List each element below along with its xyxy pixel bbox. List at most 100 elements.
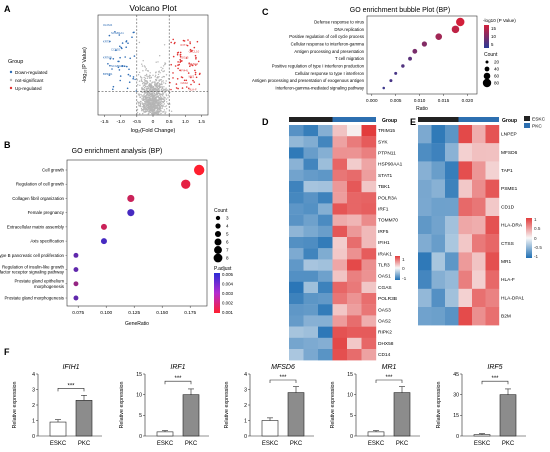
heatmap-cell xyxy=(289,181,304,193)
volcano-point xyxy=(138,41,141,44)
volcano-point-down xyxy=(119,75,122,77)
volcano-point xyxy=(143,86,146,89)
heatmap-d-scale-hi: 1 xyxy=(402,257,405,263)
volcano-point-down xyxy=(127,42,129,44)
heatmap-cell xyxy=(303,281,319,294)
bar-ytick-label: 0 xyxy=(244,434,247,440)
volcano-point xyxy=(155,91,158,93)
heatmap-cell xyxy=(472,270,486,289)
heatmap-cell xyxy=(289,203,304,215)
volcano-point xyxy=(160,107,162,110)
volcano-point xyxy=(146,91,148,93)
volcano-point xyxy=(153,112,155,114)
volcano-point xyxy=(156,95,159,98)
volcano-gene-label: SCGB3A1 xyxy=(111,64,124,68)
go-b-term-label: Type B pancreatic cell proliferation xyxy=(0,253,65,258)
volcano-point xyxy=(148,94,150,97)
volcano-point xyxy=(158,94,161,96)
heatmap-cell xyxy=(472,179,486,198)
volcano-point-down xyxy=(118,60,120,63)
volcano-point xyxy=(142,88,144,91)
go-c-count-legend: 20 40 60 80 xyxy=(482,60,500,88)
heatmap-cell xyxy=(303,158,319,170)
volcano-point xyxy=(145,97,147,99)
heatmap-cell xyxy=(332,203,348,215)
volcano-point xyxy=(153,87,156,90)
heatmap-cell xyxy=(332,158,348,170)
heatmap-cell xyxy=(318,281,333,294)
go-c-term-label: Cellular response to interferon-gamma xyxy=(291,42,365,47)
volcano-point-down xyxy=(128,81,131,83)
heatmap-cell xyxy=(289,270,304,282)
heatmap-cell xyxy=(418,161,432,180)
volcano-point-up xyxy=(180,76,183,78)
volcano-point xyxy=(144,74,146,77)
volcano-point xyxy=(143,65,146,67)
volcano-point xyxy=(162,111,164,113)
heatmap-cell xyxy=(289,158,304,170)
volcano-point-up xyxy=(189,65,191,67)
volcano-point xyxy=(147,75,149,78)
heatmap-group-cell xyxy=(361,117,376,122)
volcano-gene-label: MX1 xyxy=(189,75,195,79)
heatmap-cell xyxy=(303,225,319,238)
volcano-point-up xyxy=(179,55,182,58)
volcano-point-up xyxy=(189,41,191,43)
volcano-point xyxy=(164,91,166,94)
volcano-point-down xyxy=(129,57,131,60)
volcano-point xyxy=(164,105,166,108)
heatmap-cell xyxy=(445,125,459,144)
volcano-point xyxy=(141,77,143,79)
volcano-point xyxy=(147,96,150,98)
volcano-point xyxy=(148,86,150,88)
heatmap-e-scale-4: -0.5 xyxy=(534,245,542,250)
volcano-point xyxy=(155,97,157,99)
go-c-xlabel: Ratio xyxy=(416,106,428,112)
heatmap-group-cell xyxy=(318,117,333,122)
go-b-count-title: Count xyxy=(214,208,228,214)
volcano-point xyxy=(143,104,145,107)
heatmap-cell xyxy=(431,143,446,162)
heatmap-cell xyxy=(303,270,319,282)
volcano-point xyxy=(142,103,145,105)
volcano-point xyxy=(155,74,157,77)
volcano-point-up xyxy=(187,39,189,41)
volcano-point-up xyxy=(194,54,197,57)
volcano-point xyxy=(165,87,167,90)
volcano-point xyxy=(152,97,154,99)
volcano-point xyxy=(150,101,152,104)
sig-label: *** xyxy=(491,376,499,382)
heatmap-cell xyxy=(347,248,362,260)
volcano-point-up xyxy=(195,56,197,59)
volcano-point-down xyxy=(112,85,115,88)
volcano-point xyxy=(134,78,136,81)
heatmap-cell xyxy=(445,179,459,198)
volcano-point-down xyxy=(121,42,124,44)
volcano-point xyxy=(141,65,144,67)
heatmap-cell xyxy=(303,214,319,226)
heatmap-cell xyxy=(303,326,319,338)
volcano-point xyxy=(167,94,170,96)
volcano-point xyxy=(144,102,146,104)
volcano-point xyxy=(166,89,168,91)
legend-down-swatch xyxy=(9,70,13,74)
volcano-point xyxy=(140,107,143,110)
panel-f: F Relative expression 0 1 2 3 4 IFIH1 ESKC PKC **… xyxy=(4,347,526,447)
go-b-dot xyxy=(73,281,79,287)
heatmap-cell xyxy=(347,315,362,327)
go-c-xtick-label: 0.015 xyxy=(438,98,450,103)
volcano-point xyxy=(159,95,162,98)
volcano-point xyxy=(169,82,171,84)
volcano-point-up xyxy=(174,41,176,44)
go-c-term-label: Interferon-gamma-mediated signaling path… xyxy=(275,86,364,91)
heatmap-cell xyxy=(458,252,473,271)
heatmap-cell xyxy=(347,326,362,338)
volcano-point xyxy=(156,113,158,115)
go-c-colorbar-tick: 10 xyxy=(491,34,496,39)
volcano-point-up xyxy=(175,83,178,85)
volcano-point xyxy=(160,97,162,99)
volcano-ylabel: -log₁₀(P Value) xyxy=(82,47,88,83)
heatmap-cell xyxy=(361,349,377,361)
go-b-count-dot xyxy=(214,238,222,246)
